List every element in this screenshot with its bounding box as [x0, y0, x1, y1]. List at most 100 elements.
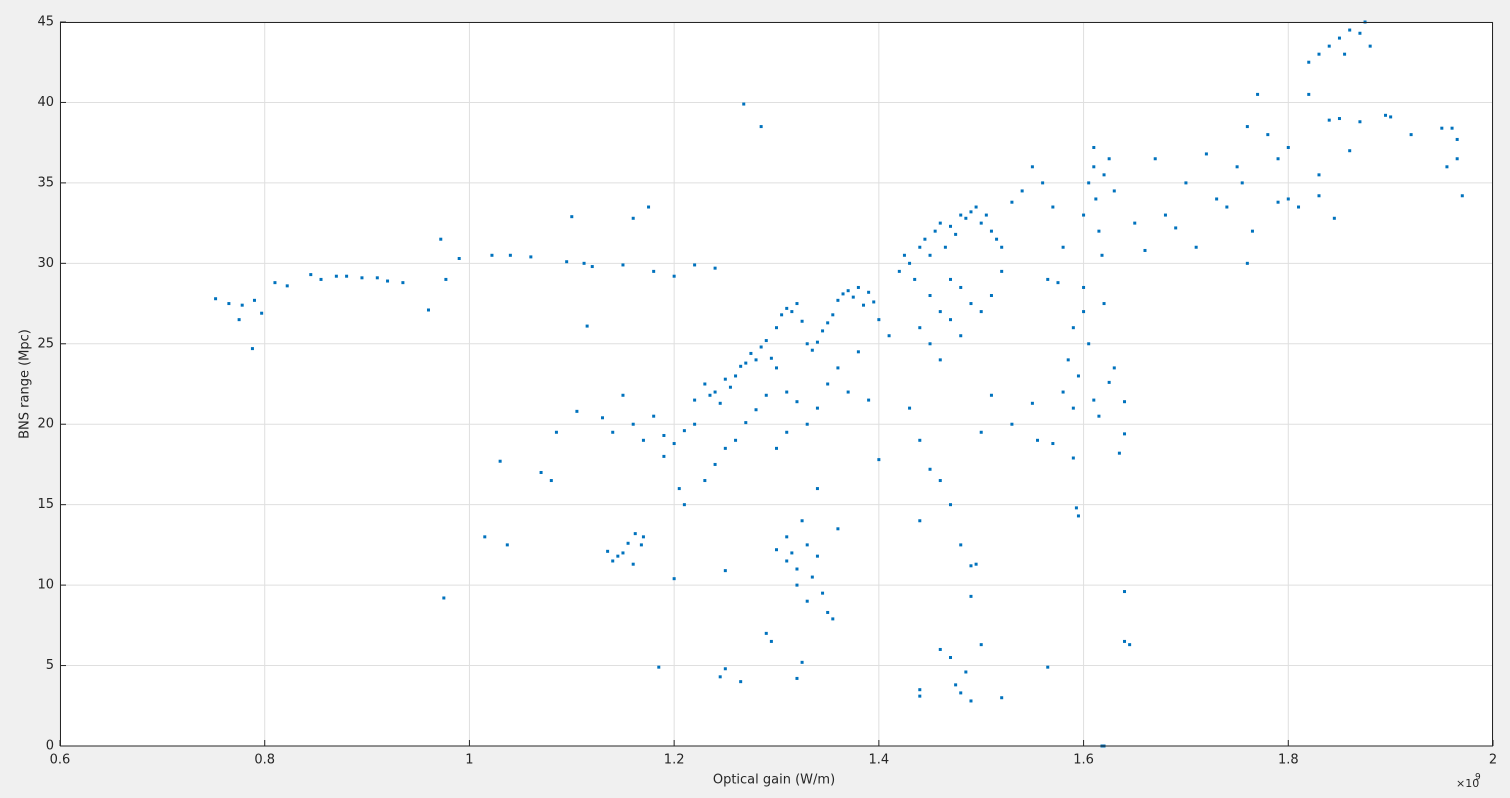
point [785, 306, 789, 310]
point [943, 245, 947, 249]
point [1087, 342, 1091, 346]
point [285, 284, 289, 288]
point [611, 559, 615, 563]
point [969, 210, 973, 214]
point [984, 213, 988, 217]
point [959, 543, 963, 547]
point [529, 255, 533, 259]
point [1445, 165, 1449, 169]
point [606, 549, 610, 553]
y-tick-label: 40 [37, 95, 54, 110]
point [693, 422, 697, 426]
point [1107, 380, 1111, 384]
point [810, 348, 814, 352]
point [775, 326, 778, 330]
point [795, 583, 799, 587]
point [800, 519, 804, 523]
point [877, 458, 881, 462]
point [723, 667, 727, 671]
point [1348, 149, 1352, 153]
point [1337, 117, 1341, 121]
point [1066, 358, 1070, 362]
point [439, 237, 443, 241]
point [872, 300, 876, 304]
point [775, 366, 778, 370]
point [979, 430, 983, 434]
point [902, 253, 906, 257]
point [1123, 590, 1127, 594]
point [647, 205, 651, 209]
point [1317, 52, 1321, 56]
point [1082, 285, 1086, 289]
point [764, 339, 768, 343]
point [1235, 165, 1239, 169]
point [959, 285, 963, 289]
point [764, 631, 768, 635]
point [1092, 145, 1096, 149]
point [805, 599, 809, 603]
point [1450, 126, 1454, 130]
point [345, 274, 349, 278]
point [1368, 44, 1372, 48]
point [913, 277, 917, 281]
point [836, 527, 840, 531]
point [959, 213, 963, 217]
point [227, 302, 231, 306]
point [309, 273, 313, 277]
point [897, 269, 901, 273]
point [805, 342, 809, 346]
point [949, 503, 953, 507]
point [1153, 157, 1157, 161]
point [1240, 181, 1244, 185]
point [600, 416, 604, 420]
point [918, 519, 922, 523]
point [442, 596, 446, 600]
point [846, 390, 850, 394]
y-tick-label: 30 [37, 256, 54, 271]
point [505, 543, 509, 547]
point [703, 382, 707, 386]
point [483, 535, 487, 539]
x-exponent-power: 9 [1475, 773, 1481, 783]
point [1256, 92, 1260, 96]
y-axis-label: BNS range (Mpc) [18, 329, 33, 439]
point [739, 364, 743, 368]
point [1030, 401, 1034, 405]
point [641, 438, 645, 442]
point [795, 676, 799, 680]
point [682, 429, 686, 433]
point [565, 260, 569, 264]
point [969, 699, 973, 703]
y-tick-label: 20 [37, 417, 54, 432]
point [250, 347, 254, 351]
point [1097, 229, 1101, 233]
point [652, 414, 656, 418]
point [1245, 261, 1249, 265]
point [273, 281, 277, 285]
point [734, 438, 738, 442]
point [1046, 665, 1050, 669]
point [764, 393, 768, 397]
point [933, 229, 937, 233]
point [775, 548, 778, 552]
point [1020, 189, 1024, 193]
point [708, 393, 712, 397]
point [1123, 432, 1127, 436]
point [815, 554, 819, 558]
x-tick-label: 1.4 [869, 753, 890, 768]
point [790, 310, 794, 314]
point [662, 433, 666, 437]
y-tick-label: 0 [46, 739, 54, 754]
point [1409, 133, 1413, 137]
point [426, 308, 430, 312]
point [1184, 181, 1188, 185]
point [969, 594, 973, 598]
point [785, 390, 789, 394]
point [1010, 422, 1014, 426]
point [1100, 253, 1104, 257]
point [815, 406, 819, 410]
point [1051, 442, 1055, 446]
point [1286, 197, 1290, 201]
point [1000, 696, 1004, 700]
point [1440, 126, 1444, 130]
